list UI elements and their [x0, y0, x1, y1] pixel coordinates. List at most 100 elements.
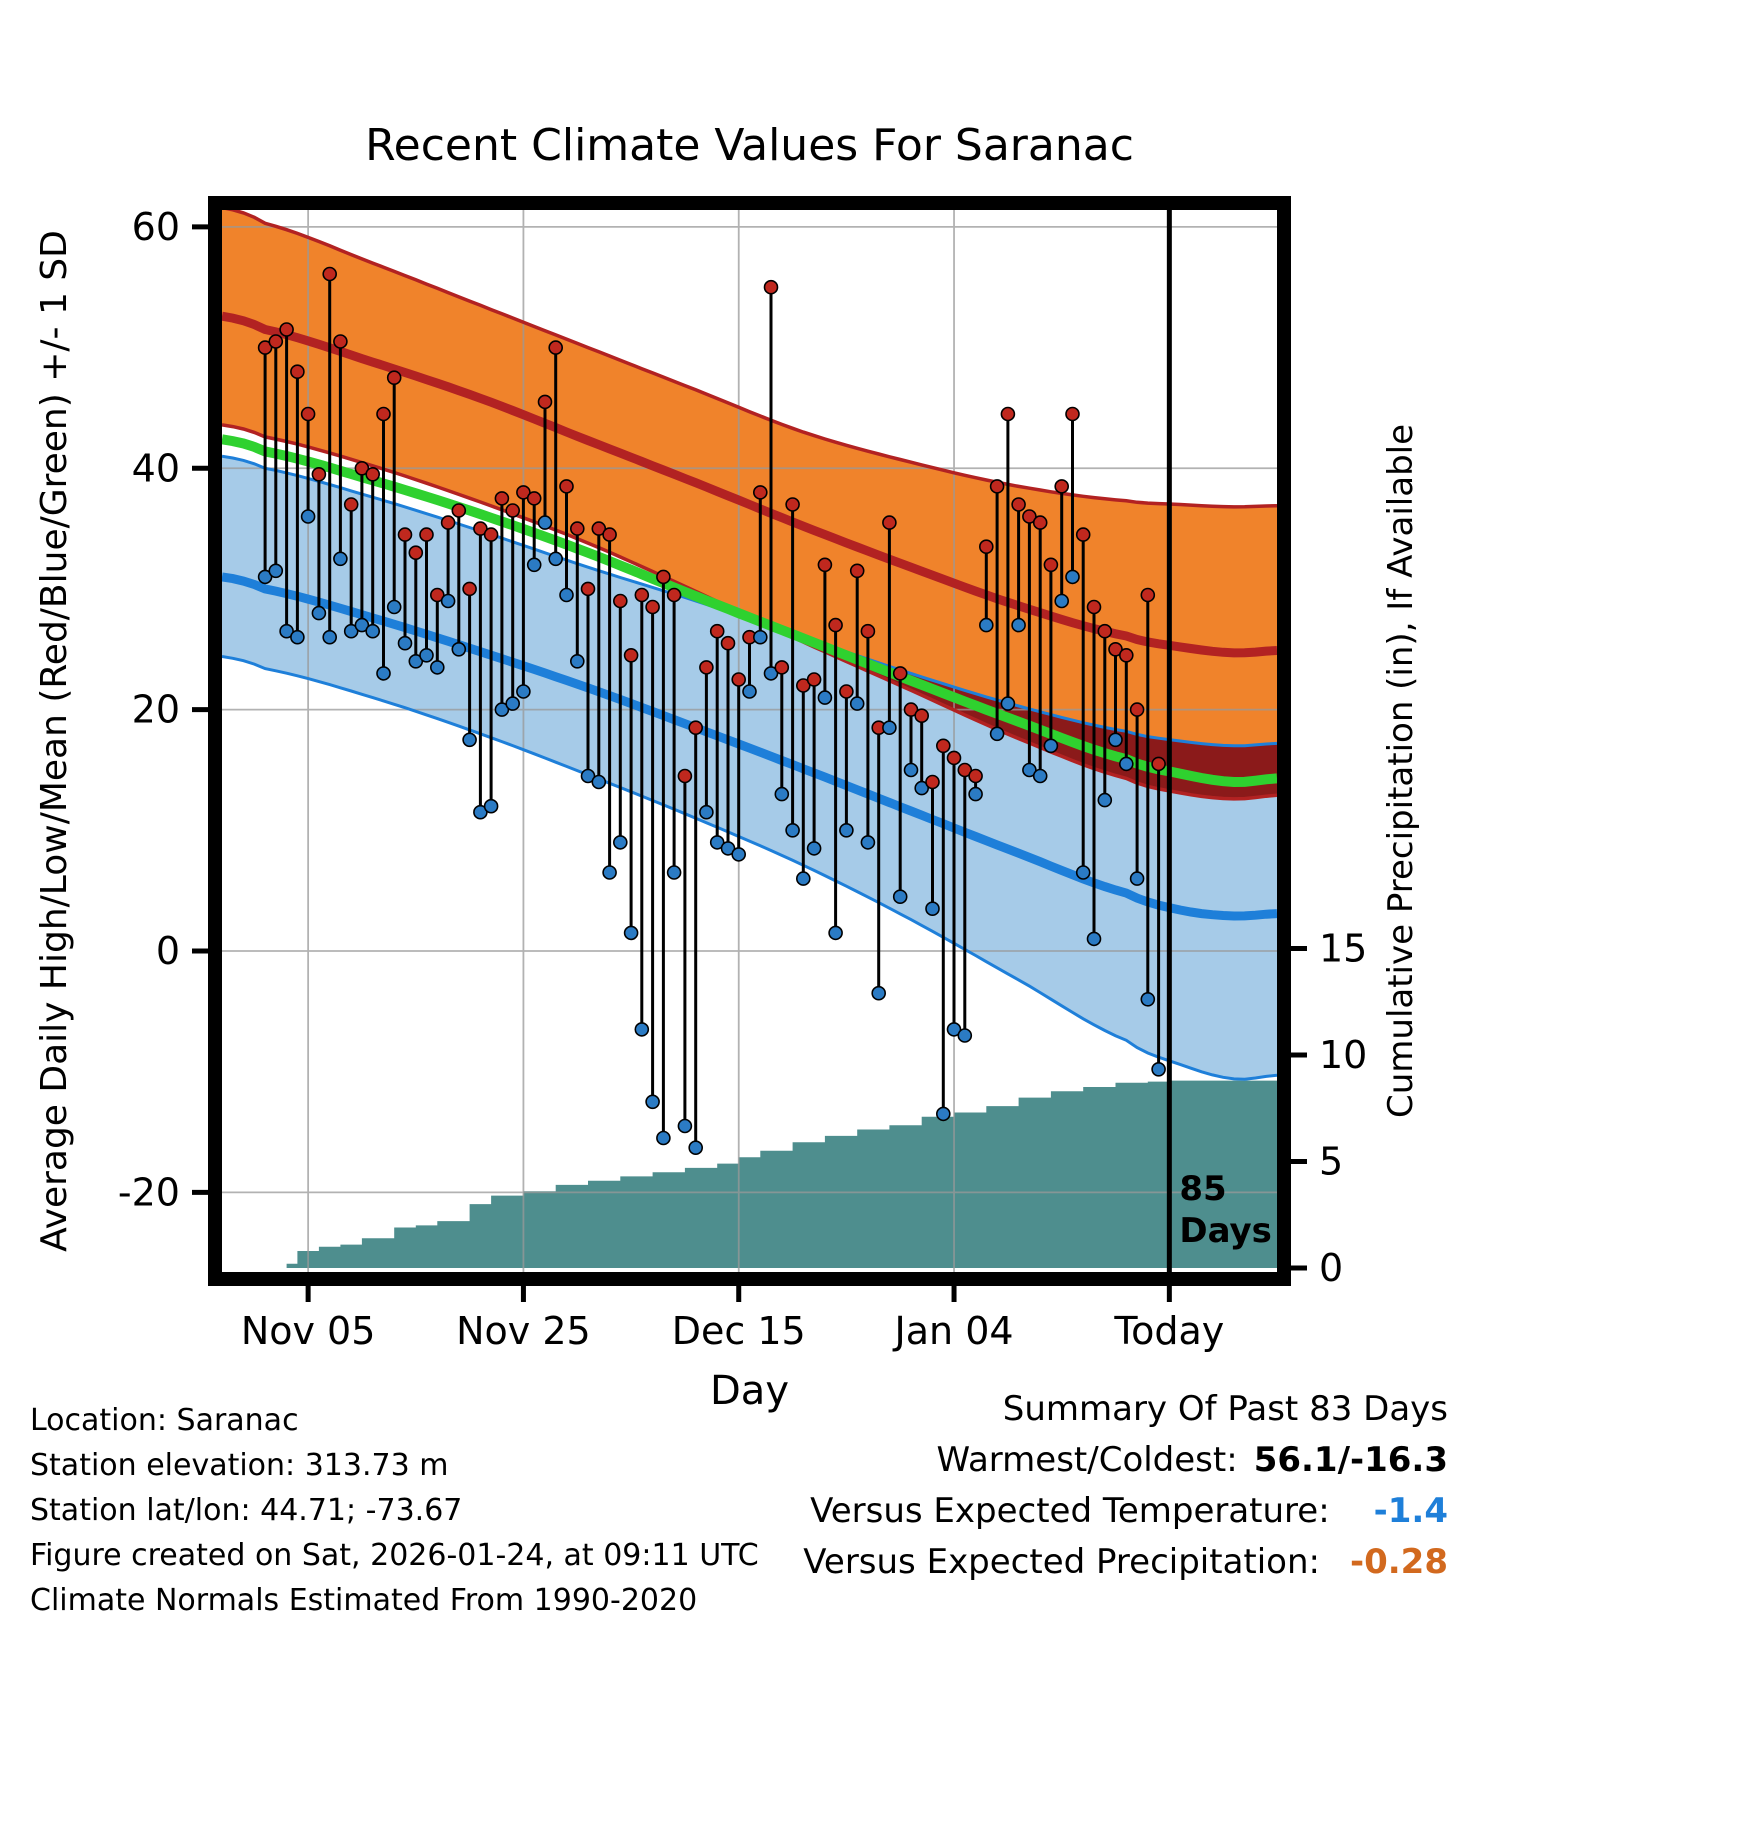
daily-low-dot	[699, 804, 714, 820]
marker-days-word: Days	[1179, 1211, 1272, 1251]
daily-high-dot	[473, 521, 488, 536]
daily-low-dot	[656, 1130, 671, 1146]
daily-high-dot	[989, 479, 1005, 494]
daily-low-dot	[300, 509, 316, 524]
daily-high-dot	[300, 406, 316, 422]
daily-observations	[257, 266, 1166, 1155]
daily-high-dot	[290, 364, 305, 380]
daily-high-dot	[806, 672, 822, 687]
y-right-tick-label: 15	[1319, 927, 1367, 971]
x-tick-label: Dec 15	[672, 1309, 806, 1353]
daily-high-dot	[914, 708, 930, 724]
daily-high-dot	[559, 479, 574, 494]
daily-low-dot	[817, 690, 833, 705]
daily-high-dot	[774, 660, 790, 675]
y-left-tick-label: 0	[156, 929, 180, 973]
daily-high-dot	[1075, 527, 1091, 542]
daily-low-dot	[914, 780, 930, 796]
daily-high-dot	[343, 497, 359, 512]
warmest-coldest-label: Warmest/Coldest:	[936, 1440, 1238, 1480]
daily-high-dot	[882, 515, 897, 530]
daily-low-dot	[795, 871, 811, 886]
daily-low-dot	[709, 835, 725, 850]
vs-temp-value: -1.4	[1373, 1491, 1448, 1531]
daily-low-dot	[968, 786, 983, 802]
low-temp-band	[222, 456, 1277, 1080]
mean-line	[222, 434, 1277, 788]
daily-low-dot	[677, 1118, 693, 1134]
daily-high-dot	[1011, 497, 1026, 512]
daily-high-dot	[429, 587, 445, 603]
daily-high-dot	[968, 768, 983, 784]
daily-low-dot	[645, 1094, 660, 1110]
y-right-tick-label: 10	[1319, 1033, 1367, 1077]
daily-low-dot	[591, 774, 607, 790]
daily-low-dot	[473, 804, 488, 820]
low-lower-line	[222, 655, 1277, 1081]
daily-high-dot	[333, 334, 348, 349]
daily-low-dot	[763, 666, 779, 681]
daily-high-dot	[785, 497, 800, 512]
daily-low-dot	[785, 822, 800, 838]
y-left-tick-label: -20	[118, 1170, 180, 1214]
footer-metadata: Location: Saranac Station elevation: 313…	[30, 1398, 759, 1623]
daily-low-dot	[752, 629, 768, 645]
summary-warmest-coldest: Warmest/Coldest: 56.1/-16.3	[803, 1435, 1449, 1486]
daily-low-dot	[828, 925, 843, 941]
daily-high-dot	[677, 768, 693, 784]
daily-low-dot	[386, 599, 402, 615]
daily-low-dot	[1000, 696, 1016, 711]
footer-latlon: Station lat/lon: 44.71; -73.67	[30, 1493, 463, 1528]
daily-high-dot	[311, 466, 327, 482]
footer-elevation: Station elevation: 313.73 m	[30, 1448, 449, 1483]
daily-low-dot	[268, 563, 284, 579]
summary-vs-temp: Versus Expected Temperature: -1.4	[803, 1486, 1448, 1537]
daily-high-dot	[935, 738, 951, 754]
daily-high-dot	[709, 623, 725, 639]
daily-high-dot	[763, 279, 779, 295]
daily-high-dot	[1022, 509, 1037, 524]
x-tick-label: Today	[1113, 1309, 1224, 1353]
daily-high-dot	[656, 569, 671, 585]
daily-low-dot	[526, 557, 542, 573]
daily-low-dot	[569, 653, 585, 669]
precip-area	[265, 1079, 1277, 1268]
daily-low-dot	[860, 835, 876, 850]
daily-high-dot	[1086, 599, 1102, 615]
daily-low-dot	[925, 901, 940, 917]
daily-high-dot	[731, 672, 747, 687]
daily-low-dot	[537, 515, 553, 530]
vs-precip-value: -0.28	[1350, 1542, 1448, 1582]
daily-high-dot	[1151, 756, 1166, 772]
daily-high-dot	[516, 485, 531, 500]
daily-high-dot	[376, 406, 391, 422]
daily-low-dot	[333, 551, 348, 567]
daily-low-dot	[451, 641, 467, 657]
daily-low-dot	[634, 1022, 650, 1037]
daily-low-dot	[279, 623, 294, 639]
axis-ticks: Nov 05 Nov 25 Dec 15 Jan 04 Today 60 40 20 0 -20 1…	[118, 205, 1367, 1353]
daily-high-dot	[795, 678, 811, 693]
warmest-coldest-value: 56.1/-16.3	[1253, 1440, 1448, 1480]
daily-low-dot	[882, 720, 897, 736]
y-right-tick-label: 5	[1319, 1140, 1343, 1184]
daily-high-dot	[1119, 647, 1134, 663]
daily-high-dot	[1097, 623, 1113, 639]
daily-high-dot	[1054, 479, 1069, 494]
daily-low-dot	[343, 623, 359, 639]
daily-high-dot	[1108, 641, 1123, 657]
daily-high-dot	[892, 666, 908, 681]
y-left-tick-label: 60	[132, 205, 180, 249]
high-upper-line	[225, 210, 1277, 509]
daily-high-dot	[817, 557, 833, 573]
summary-block: Summary Of Past 83 Days Warmest/Coldest:…	[803, 1384, 1448, 1588]
daily-high-dot	[257, 340, 273, 355]
x-tick-label: Nov 05	[241, 1309, 376, 1353]
daily-high-dot	[1000, 406, 1016, 422]
daily-high-dot	[505, 503, 521, 518]
daily-low-dot	[1022, 762, 1037, 778]
daily-high-dot	[623, 647, 639, 663]
low-mean-line	[222, 572, 1277, 921]
daily-low-dot	[1043, 738, 1059, 754]
